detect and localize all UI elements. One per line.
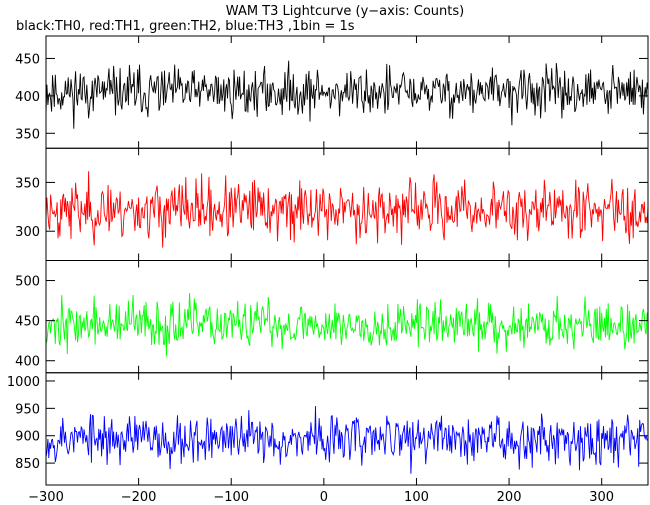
panel-3: 850 900 950 1000 (7, 372, 649, 486)
x-axis: −300 −200 −100 0 100 200 300 (28, 490, 614, 505)
y-tick-label: 300 (15, 225, 40, 240)
series-line-3 (45, 405, 648, 474)
y-tick-label: 400 (15, 90, 40, 105)
x-tick-label: 100 (404, 490, 429, 505)
x-tick-label: 0 (320, 490, 328, 505)
y-tick-label: 500 (15, 275, 40, 290)
x-tick-label: −200 (121, 490, 157, 505)
y-tick-label: 950 (15, 402, 40, 417)
y-tick-label: 350 (15, 127, 40, 142)
series-line-1 (45, 171, 649, 248)
y-tick-label: 1000 (7, 375, 40, 390)
chart-subtitle: black:TH0, red:TH1, green:TH2, blue:TH3 … (16, 19, 355, 34)
x-tick-label: −100 (213, 490, 249, 505)
y-tick-label: 400 (15, 355, 40, 370)
y-tick-label: 350 (15, 176, 40, 191)
panel-0: 350 400 450 (15, 35, 649, 149)
panels: 350 400 450 300 350 400 450 500 850 900 950 1000 (7, 35, 649, 486)
panel-1: 300 350 (15, 147, 649, 261)
y-tick-label: 850 (15, 457, 40, 472)
panel-frame (45, 372, 649, 486)
series-line-2 (45, 292, 649, 357)
y-tick-label: 900 (15, 430, 40, 445)
chart-title: WAM T3 Lightcurve (y−axis: Counts) (226, 4, 464, 19)
panel-2: 400 450 500 (15, 260, 649, 374)
x-tick-label: 200 (497, 490, 522, 505)
x-tick-label: −300 (28, 490, 64, 505)
x-tick-label: 300 (589, 490, 614, 505)
y-tick-label: 450 (15, 315, 40, 330)
y-tick-label: 450 (15, 52, 40, 67)
series-line-0 (45, 60, 649, 129)
